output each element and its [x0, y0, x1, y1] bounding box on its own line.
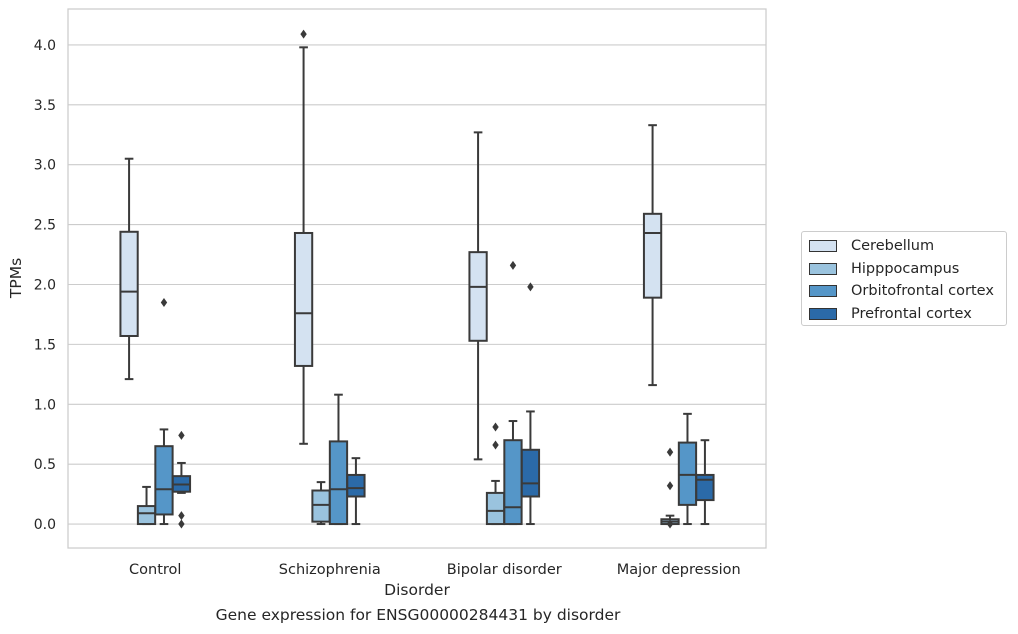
- box-iqr: [311, 489, 331, 523]
- x-axis-label: Disorder: [384, 581, 450, 599]
- legend-label: Prefrontal cortex: [851, 306, 972, 323]
- box-iqr: [503, 439, 523, 526]
- box-series: [119, 29, 715, 529]
- box-iqr: [520, 448, 541, 498]
- outlier-point: [492, 422, 499, 432]
- outlier-point: [666, 519, 674, 529]
- legend-item: Cerebellum: [809, 235, 1006, 258]
- y-tick-labels: 0.0 0.5 1.0 1.5 2.0 2.5 3.0 3.5 4.0: [34, 38, 56, 533]
- box-iqr: [695, 473, 715, 502]
- x-tick-label: Bipolar disorder: [447, 562, 562, 578]
- box-orbitofrontal-cortex: [677, 412, 698, 526]
- y-tick-label: 3.0: [34, 158, 56, 174]
- box-prefrontal-cortex: [520, 282, 541, 526]
- plot-frame: [67, 8, 767, 549]
- outlier-point: [178, 511, 185, 521]
- box-hipppocampus: [136, 485, 157, 526]
- outlier-point: [666, 481, 674, 491]
- box-cerebellum: [119, 157, 139, 381]
- outlier-point: [509, 260, 517, 270]
- y-tick-label: 3.5: [34, 98, 56, 114]
- x-tick-labels: Control Schizophrenia Bipolar disorder Majo…: [129, 562, 741, 578]
- box-iqr: [468, 251, 488, 342]
- box-iqr: [328, 440, 349, 526]
- box-iqr: [136, 505, 157, 526]
- box-iqr: [293, 231, 314, 367]
- outlier-point: [178, 519, 185, 529]
- box-cerebellum: [468, 131, 488, 461]
- legend-label: Hipppocampus: [851, 260, 960, 277]
- box-orbitofrontal-cortex: [328, 393, 349, 526]
- legend-swatch: [809, 285, 837, 298]
- y-tick-label: 0.0: [34, 517, 56, 533]
- legend-swatch: [809, 308, 837, 321]
- box-iqr: [485, 491, 506, 526]
- box-prefrontal-cortex: [695, 439, 715, 526]
- box-orbitofrontal-cortex: [503, 260, 523, 526]
- box-cerebellum: [642, 124, 663, 387]
- outlier-point: [300, 29, 307, 39]
- y-tick-label: 1.0: [34, 397, 56, 413]
- x-tick-label: Schizophrenia: [279, 562, 381, 578]
- y-tick-label: 0.5: [34, 457, 56, 473]
- box-hipppocampus: [485, 422, 506, 526]
- legend-item: Hipppocampus: [809, 258, 1006, 281]
- legend-item: Orbitofrontal cortex: [809, 280, 1006, 303]
- figure-caption: Gene expression for ENSG00000284431 by d…: [215, 606, 621, 624]
- x-tick-label: Control: [129, 562, 181, 578]
- legend-label: Cerebellum: [851, 238, 935, 255]
- box-prefrontal-cortex: [346, 457, 366, 526]
- y-tick-label: 4.0: [34, 38, 56, 54]
- outlier-point: [160, 297, 168, 307]
- box-iqr: [154, 445, 174, 516]
- box-hipppocampus: [311, 481, 331, 526]
- x-tick-label: Major depression: [617, 562, 741, 578]
- box-orbitofrontal-cortex: [154, 297, 174, 526]
- y-tick-label: 1.5: [34, 337, 56, 353]
- box-iqr: [346, 473, 366, 498]
- legend-item: Prefrontal cortex: [809, 303, 1006, 326]
- gridlines: [68, 44, 766, 525]
- outlier-point: [666, 447, 674, 457]
- outlier-point: [492, 440, 499, 450]
- legend-swatch: [809, 262, 837, 275]
- box-prefrontal-cortex: [171, 430, 192, 529]
- y-tick-label: 2.5: [34, 218, 56, 234]
- legend-swatch: [809, 240, 837, 253]
- legend-label: Orbitofrontal cortex: [851, 283, 994, 300]
- box-iqr: [642, 212, 663, 299]
- y-axis-label: TPMs: [7, 258, 25, 299]
- box-iqr: [119, 230, 139, 337]
- y-tick-label: 2.0: [34, 277, 56, 293]
- outlier-point: [527, 282, 534, 292]
- box-iqr: [677, 441, 698, 506]
- box-hipppocampus: [660, 447, 680, 529]
- legend: Cerebellum Hipppocampus Orbitofrontal cort…: [801, 231, 1007, 326]
- outlier-point: [178, 430, 185, 440]
- box-cerebellum: [293, 29, 314, 445]
